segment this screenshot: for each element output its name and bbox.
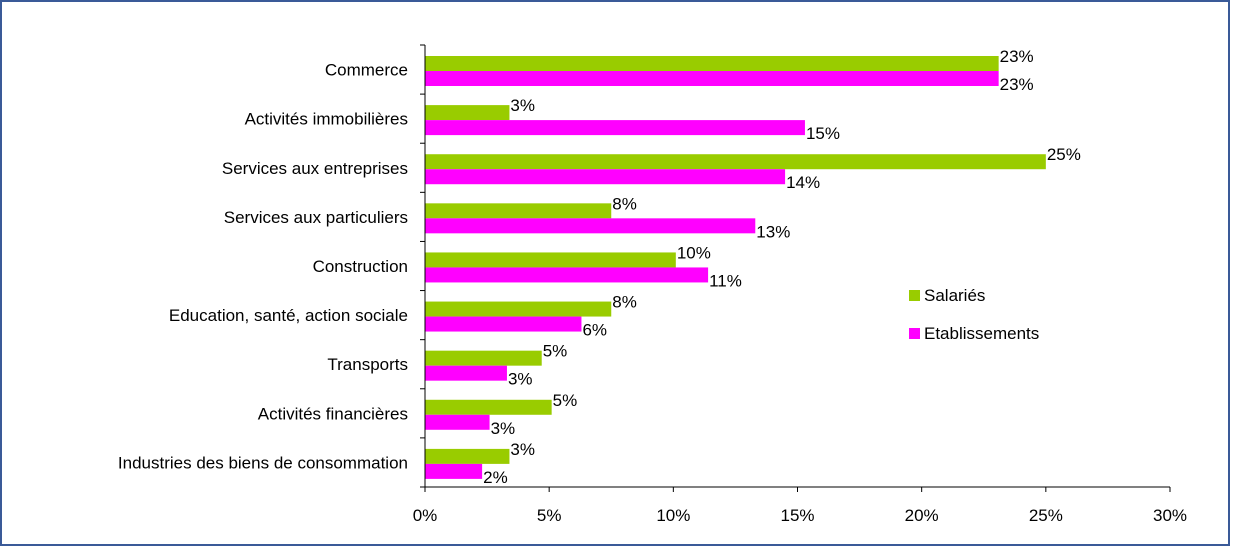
data-label: 6% (582, 321, 607, 340)
bar-etablissements (425, 218, 756, 234)
legend-label: Etablissements (924, 324, 1039, 343)
bar-etablissements (425, 463, 483, 479)
data-label: 8% (612, 293, 637, 312)
bar-etablissements (425, 316, 582, 332)
x-tick-label: 10% (656, 506, 690, 525)
bar-salaries (425, 301, 612, 317)
legend-swatch (909, 328, 920, 339)
data-label: 8% (612, 194, 637, 213)
bar-salaries (425, 448, 510, 464)
bar-etablissements (425, 71, 999, 86)
x-tick-label: 15% (780, 506, 814, 525)
data-label: 3% (510, 440, 535, 459)
bar-etablissements (425, 169, 786, 185)
bar-etablissements (425, 267, 709, 283)
bars-group (425, 56, 1046, 479)
legend-swatch (909, 290, 920, 301)
labels-group: 0% 5% 10% 15% 20% 25% 30% Commerce 23% 23% Activit… (118, 47, 1187, 525)
data-label: 3% (491, 419, 516, 438)
data-label: 25% (1047, 145, 1081, 164)
category-label: Activités immobilières (245, 110, 408, 129)
bar-salaries (425, 350, 542, 366)
category-label: Construction (313, 257, 408, 276)
axes-group (420, 44, 1171, 492)
data-label: 13% (756, 222, 790, 241)
data-label: 5% (543, 342, 568, 361)
bar-salaries (425, 252, 676, 268)
x-tick-label: 25% (1029, 506, 1063, 525)
category-label: Services aux entreprises (222, 159, 408, 178)
x-tick-label: 30% (1153, 506, 1187, 525)
bar-salaries (425, 154, 1046, 170)
data-label: 10% (677, 243, 711, 262)
legend-label: Salariés (924, 286, 985, 305)
x-tick-label: 20% (905, 506, 939, 525)
x-tick-label: 0% (413, 506, 438, 525)
category-label: Industries des biens de consommation (118, 453, 408, 472)
bar-etablissements (425, 365, 507, 381)
data-label: 2% (483, 468, 508, 487)
data-label: 23% (1000, 47, 1034, 66)
data-label: 3% (508, 370, 533, 389)
category-label: Activités financières (258, 404, 408, 423)
data-label: 5% (553, 391, 578, 410)
data-label: 11% (709, 271, 742, 290)
legend: Salariés Etablissements (909, 286, 1039, 343)
category-label: Transports (327, 355, 408, 374)
data-label: 3% (510, 96, 535, 115)
bar-salaries (425, 203, 612, 219)
x-tick-label: 5% (537, 506, 562, 525)
bar-salaries (425, 105, 510, 121)
data-label: 23% (1000, 75, 1034, 94)
data-label: 15% (806, 124, 840, 143)
bar-salaries (425, 56, 999, 71)
category-label: Education, santé, action sociale (169, 306, 408, 325)
bar-salaries (425, 399, 552, 415)
data-label: 14% (786, 173, 820, 192)
category-label: Commerce (325, 61, 408, 80)
bar-etablissements (425, 414, 490, 430)
bar-etablissements (425, 120, 805, 136)
category-label: Services aux particuliers (224, 208, 408, 227)
